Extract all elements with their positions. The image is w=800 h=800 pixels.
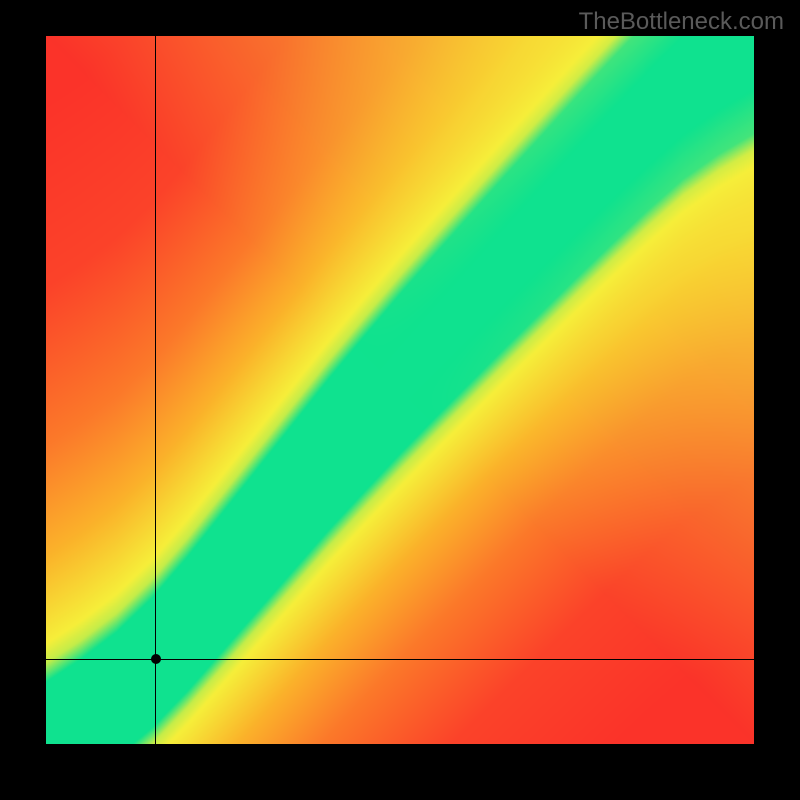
watermark-text: TheBottleneck.com bbox=[579, 8, 784, 36]
crosshair-vertical bbox=[155, 36, 156, 744]
heatmap-canvas bbox=[46, 36, 754, 744]
plot-area bbox=[46, 36, 754, 744]
chart-container: TheBottleneck.com bbox=[0, 0, 800, 800]
data-point bbox=[151, 654, 161, 664]
